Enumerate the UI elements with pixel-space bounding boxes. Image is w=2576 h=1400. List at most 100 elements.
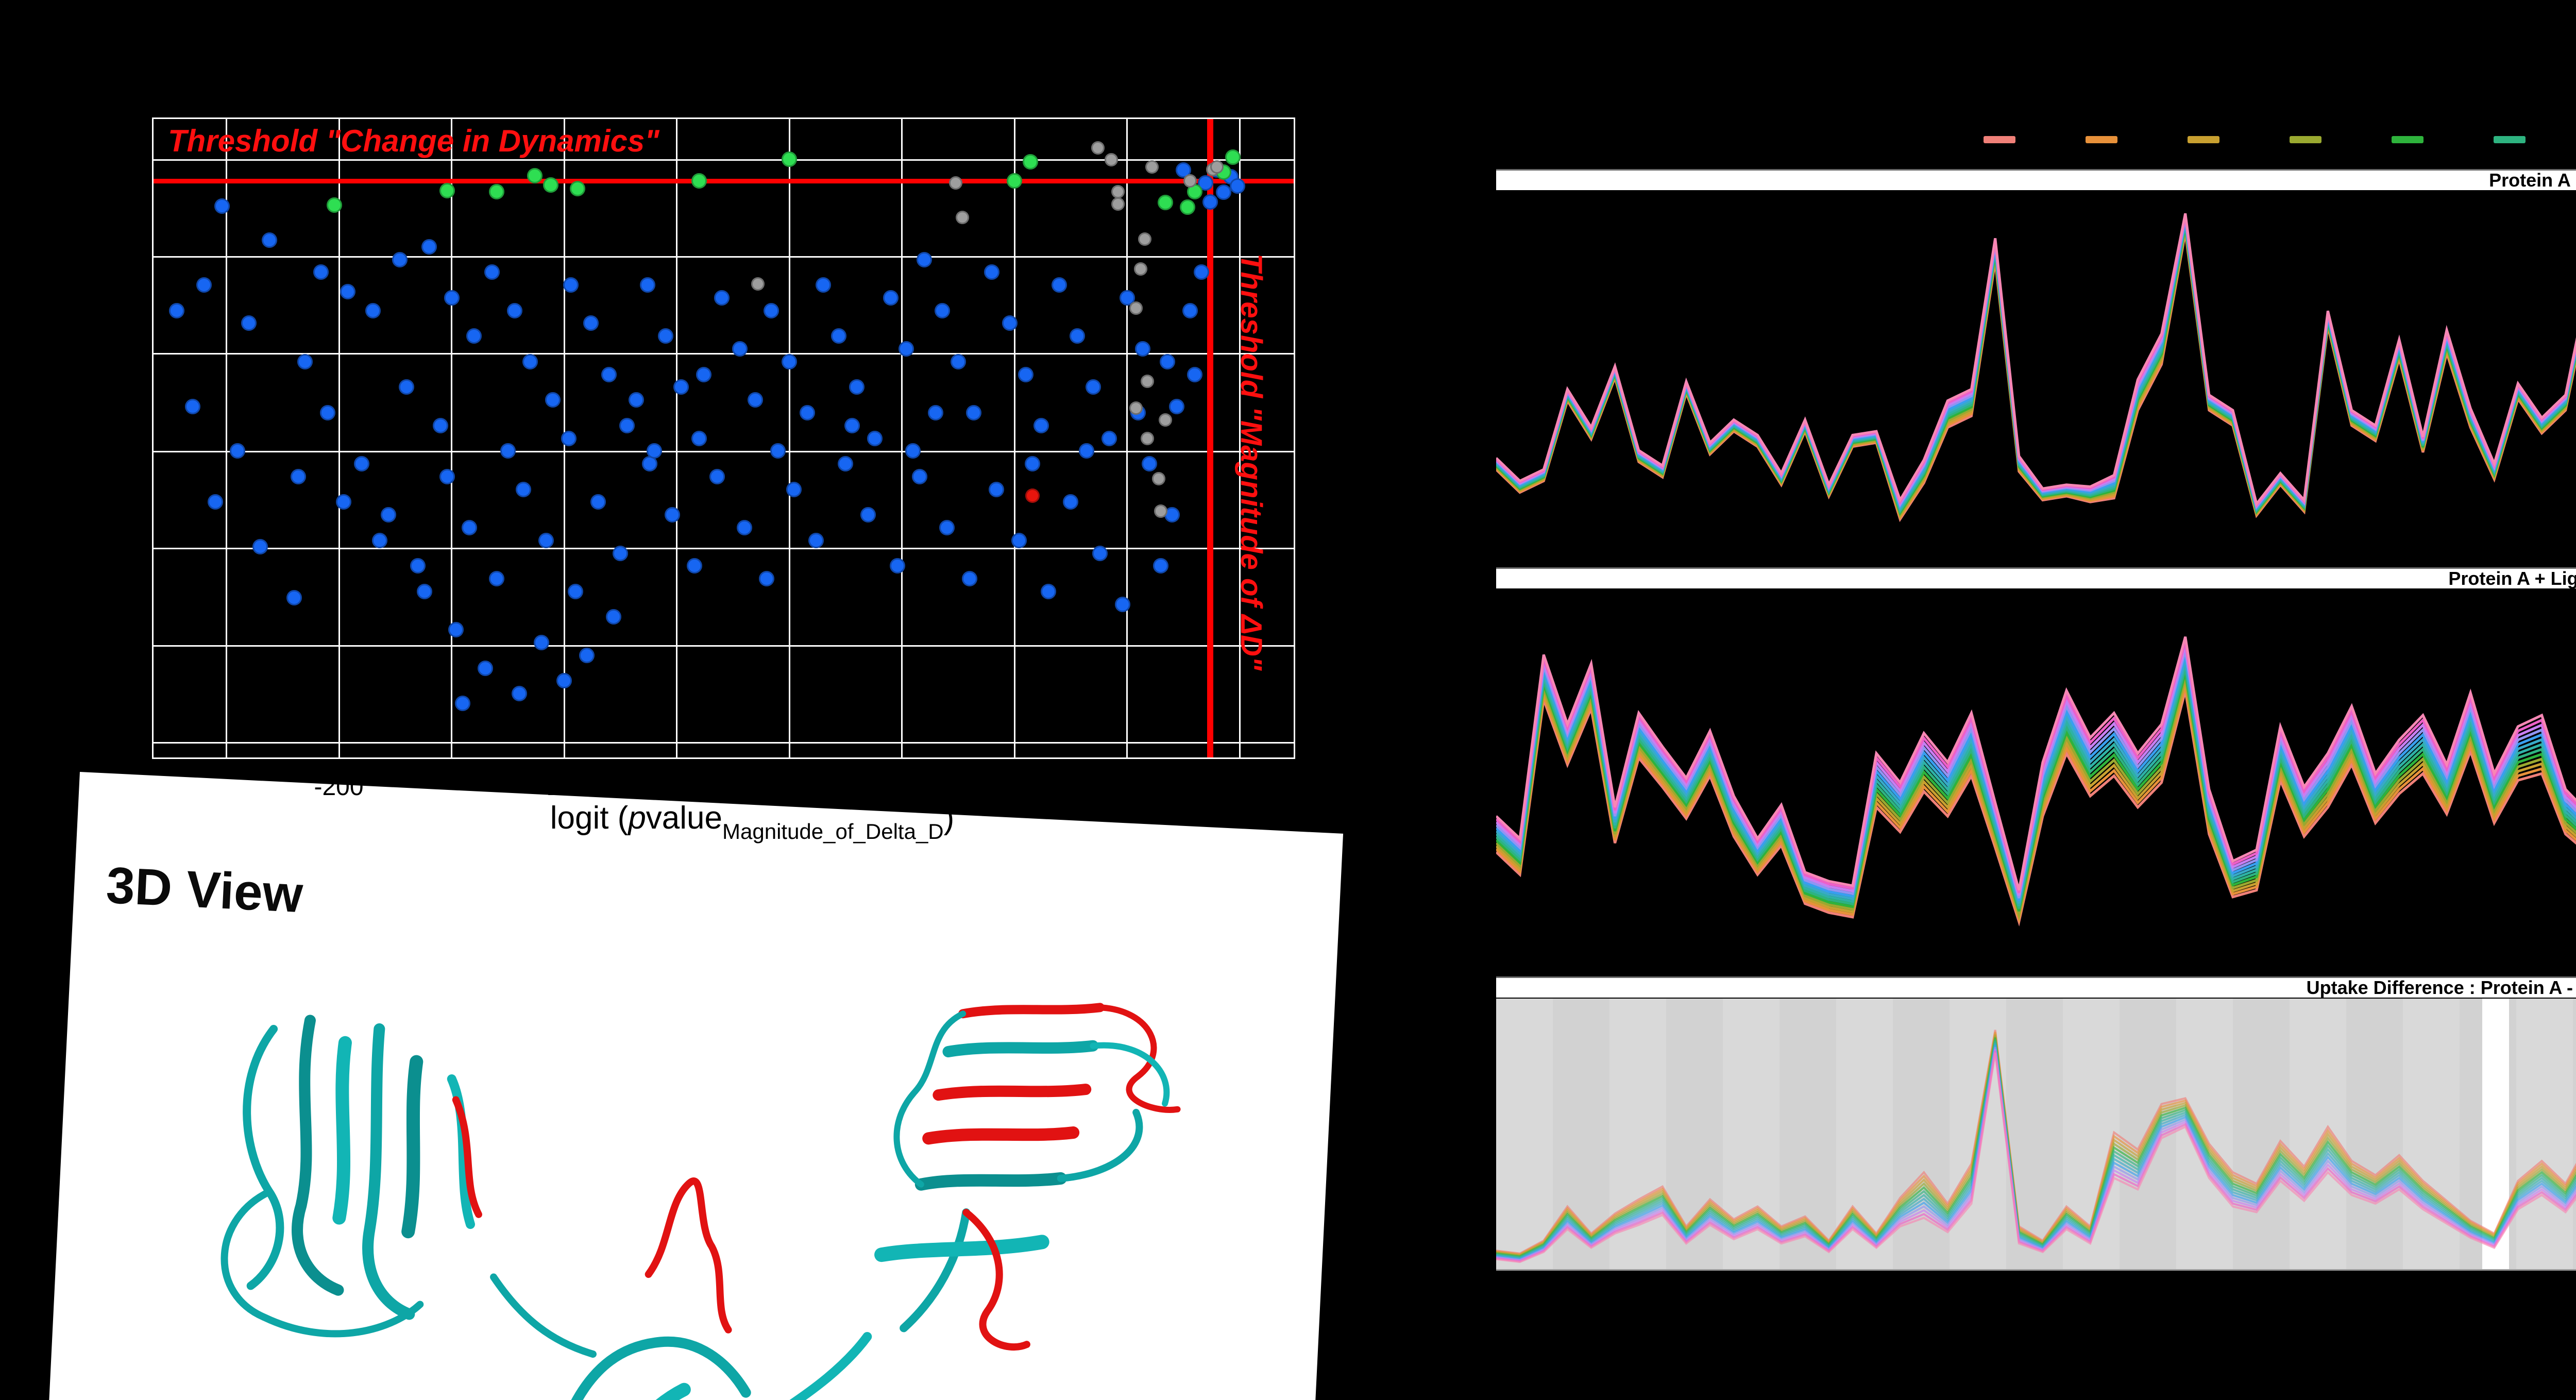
data-point-green[interactable] [782, 151, 797, 167]
data-point-blue[interactable] [353, 456, 369, 472]
data-point-gray[interactable] [1140, 375, 1154, 389]
series-line-4[interactable] [1496, 677, 2576, 919]
data-point-blue[interactable] [506, 302, 522, 318]
data-point-blue[interactable] [1135, 341, 1151, 357]
data-point-blue[interactable] [522, 353, 538, 369]
protein-structure[interactable] [117, 930, 1333, 1400]
data-point-blue[interactable] [466, 328, 482, 344]
data-point-blue[interactable] [628, 392, 644, 408]
data-point-blue[interactable] [534, 634, 550, 650]
data-point-blue[interactable] [748, 392, 764, 408]
data-point-blue[interactable] [286, 590, 302, 606]
data-point-blue[interactable] [691, 430, 707, 446]
data-point-blue[interactable] [291, 468, 307, 484]
data-point-blue[interactable] [365, 302, 381, 318]
series-line-1[interactable] [1496, 1030, 2576, 1263]
data-point-gray[interactable] [1210, 160, 1224, 174]
data-point-blue[interactable] [1070, 328, 1086, 344]
data-point-blue[interactable] [252, 539, 268, 555]
data-point-blue[interactable] [939, 519, 955, 535]
data-point-blue[interactable] [1193, 264, 1209, 280]
threshold-line-horizontal[interactable] [154, 178, 1294, 183]
data-point-blue[interactable] [642, 456, 658, 472]
data-point-blue[interactable] [1216, 184, 1232, 200]
series-line-8[interactable] [1496, 1043, 2576, 1260]
data-point-blue[interactable] [511, 686, 527, 702]
data-point-blue[interactable] [709, 468, 725, 484]
data-point-blue[interactable] [613, 545, 629, 561]
data-point-blue[interactable] [883, 290, 899, 306]
data-point-blue[interactable] [912, 468, 928, 484]
data-point-blue[interactable] [606, 609, 622, 625]
data-point-blue[interactable] [1040, 583, 1056, 599]
data-point-blue[interactable] [583, 315, 599, 331]
data-point-blue[interactable] [297, 353, 313, 369]
data-point-blue[interactable] [1092, 545, 1108, 561]
data-point-green[interactable] [439, 182, 455, 198]
data-point-gray[interactable] [1133, 262, 1147, 276]
data-point-blue[interactable] [714, 290, 730, 306]
data-point-blue[interactable] [313, 264, 329, 280]
series-line-13[interactable] [1496, 213, 2576, 507]
data-point-blue[interactable] [1101, 430, 1117, 446]
data-point-blue[interactable] [417, 583, 433, 599]
data-point-blue[interactable] [320, 404, 336, 420]
data-point-blue[interactable] [1063, 494, 1079, 510]
series-line-13[interactable] [1496, 1052, 2576, 1263]
data-point-green[interactable] [1180, 199, 1196, 215]
series-line-1[interactable] [1496, 690, 2576, 927]
data-point-blue[interactable] [500, 443, 516, 459]
data-point-blue[interactable] [687, 558, 703, 574]
series-line-10[interactable] [1496, 650, 2576, 899]
data-point-green[interactable] [691, 173, 707, 189]
legend-swatch-4[interactable] [2290, 136, 2321, 143]
data-point-red[interactable] [1025, 488, 1040, 503]
data-point-blue[interactable] [984, 264, 1000, 280]
data-point-blue[interactable] [545, 392, 561, 408]
legend-swatch-2[interactable] [2086, 136, 2117, 143]
data-point-blue[interactable] [808, 532, 824, 548]
data-point-gray[interactable] [1138, 232, 1152, 246]
uptake-chart-protein-a[interactable] [1496, 189, 2576, 555]
data-point-green[interactable] [1225, 149, 1241, 165]
legend-swatch-1[interactable] [1984, 136, 2015, 143]
data-point-blue[interactable] [556, 673, 572, 689]
series-line-6[interactable] [1496, 1039, 2576, 1261]
data-point-blue[interactable] [1011, 532, 1027, 548]
threshold-line-vertical[interactable] [1207, 119, 1214, 757]
data-point-blue[interactable] [241, 315, 257, 331]
data-point-blue[interactable] [1078, 443, 1094, 459]
series-line-7[interactable] [1496, 663, 2576, 906]
data-point-gray[interactable] [1129, 401, 1143, 415]
data-point-blue[interactable] [799, 404, 815, 420]
data-point-blue[interactable] [392, 251, 408, 267]
series-line-1[interactable] [1496, 232, 2576, 522]
data-point-blue[interactable] [1168, 398, 1184, 414]
data-point-blue[interactable] [1142, 456, 1158, 472]
data-point-blue[interactable] [966, 404, 982, 420]
data-point-blue[interactable] [1182, 302, 1198, 318]
series-line-9[interactable] [1496, 654, 2576, 901]
data-point-blue[interactable] [563, 277, 579, 293]
data-point-blue[interactable] [448, 622, 464, 638]
series-line-9[interactable] [1496, 1044, 2576, 1260]
data-point-blue[interactable] [410, 558, 426, 574]
data-point-blue[interactable] [1202, 194, 1218, 210]
data-point-gray[interactable] [1091, 141, 1105, 155]
data-point-gray[interactable] [949, 176, 963, 190]
data-point-blue[interactable] [561, 430, 577, 446]
series-line-6[interactable] [1496, 668, 2576, 909]
data-point-blue[interactable] [432, 417, 448, 433]
data-point-blue[interactable] [478, 660, 494, 676]
data-point-blue[interactable] [1160, 353, 1176, 369]
data-point-blue[interactable] [184, 398, 200, 414]
data-point-blue[interactable] [815, 277, 831, 293]
volcano-plot[interactable]: Threshold "Change in Dynamics" [152, 117, 1295, 759]
series-line-7[interactable] [1496, 1041, 2576, 1260]
data-point-blue[interactable] [860, 507, 876, 523]
data-point-blue[interactable] [1018, 366, 1033, 382]
data-point-blue[interactable] [786, 481, 802, 497]
series-line-12[interactable] [1496, 1050, 2576, 1262]
data-point-blue[interactable] [462, 519, 478, 535]
data-point-blue[interactable] [484, 264, 500, 280]
